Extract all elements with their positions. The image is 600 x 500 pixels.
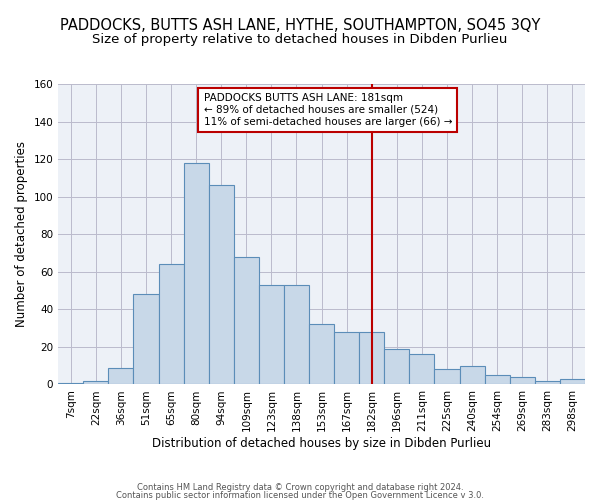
- X-axis label: Distribution of detached houses by size in Dibden Purlieu: Distribution of detached houses by size …: [152, 437, 491, 450]
- Text: Contains public sector information licensed under the Open Government Licence v : Contains public sector information licen…: [116, 492, 484, 500]
- Bar: [83, 380, 109, 384]
- Text: PADDOCKS, BUTTS ASH LANE, HYTHE, SOUTHAMPTON, SO45 3QY: PADDOCKS, BUTTS ASH LANE, HYTHE, SOUTHAM…: [60, 18, 540, 32]
- Bar: [184, 163, 209, 384]
- Bar: [109, 368, 133, 384]
- Bar: [359, 332, 385, 384]
- Bar: [434, 370, 460, 384]
- Text: Contains HM Land Registry data © Crown copyright and database right 2024.: Contains HM Land Registry data © Crown c…: [137, 484, 463, 492]
- Bar: [58, 382, 83, 384]
- Bar: [334, 332, 359, 384]
- Bar: [284, 285, 309, 384]
- Bar: [259, 285, 284, 384]
- Text: PADDOCKS BUTTS ASH LANE: 181sqm
← 89% of detached houses are smaller (524)
11% o: PADDOCKS BUTTS ASH LANE: 181sqm ← 89% of…: [203, 94, 452, 126]
- Bar: [535, 380, 560, 384]
- Bar: [510, 377, 535, 384]
- Bar: [234, 257, 259, 384]
- Bar: [460, 366, 485, 384]
- Bar: [385, 349, 409, 384]
- Bar: [133, 294, 158, 384]
- Bar: [309, 324, 334, 384]
- Bar: [409, 354, 434, 384]
- Text: Size of property relative to detached houses in Dibden Purlieu: Size of property relative to detached ho…: [92, 32, 508, 46]
- Bar: [485, 375, 510, 384]
- Y-axis label: Number of detached properties: Number of detached properties: [15, 141, 28, 327]
- Bar: [560, 379, 585, 384]
- Bar: [209, 186, 234, 384]
- Bar: [158, 264, 184, 384]
